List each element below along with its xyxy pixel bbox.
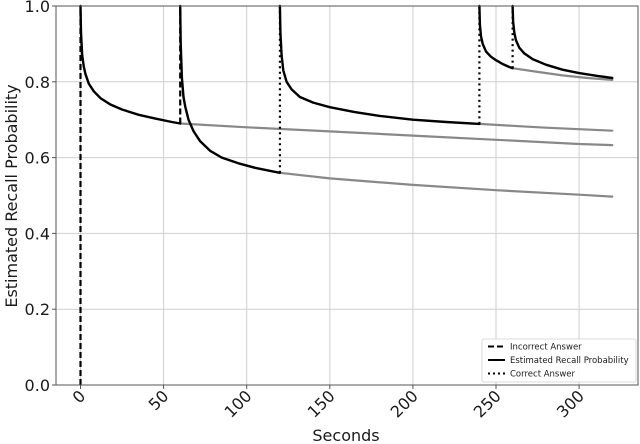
legend-box	[481, 338, 637, 383]
y-axis-label: Estimated Recall Probability	[2, 84, 21, 307]
projected-decay-curve	[478, 122, 614, 132]
y-tick-label: 0.2	[25, 300, 50, 319]
y-axis-ticks: 0.0 0.2 0.4 0.6 0.8 1.0	[25, 0, 56, 395]
grid-lines	[56, 5, 638, 386]
x-tick-label: 150	[304, 386, 339, 421]
recall-curve	[178, 4, 282, 175]
y-tick-label: 0.0	[25, 376, 50, 395]
y-tick-label: 0.4	[25, 224, 50, 243]
series-layer	[79, 4, 614, 198]
x-tick-label: 0	[69, 386, 90, 407]
recall-curve	[511, 4, 614, 80]
y-tick-label: 1.0	[25, 0, 50, 16]
recall-curve	[478, 4, 514, 70]
legend-item-incorrect: Incorrect Answer	[488, 343, 582, 353]
projected-decay-curve	[278, 171, 614, 198]
recall-curve	[79, 4, 182, 125]
legend-label: Incorrect Answer	[510, 343, 582, 353]
legend-item-estimated-recall: Estimated Recall Probability	[488, 356, 629, 366]
y-tick-label: 0.8	[25, 73, 50, 92]
legend-item-correct: Correct Answer	[488, 370, 576, 380]
legend-label: Correct Answer	[510, 370, 576, 380]
answer-events-layer	[79, 6, 514, 385]
projected-decay-curve	[179, 122, 614, 147]
x-tick-label: 300	[553, 386, 588, 421]
legend-label: Estimated Recall Probability	[510, 356, 629, 366]
x-tick-label: 50	[145, 386, 173, 414]
y-tick-label: 0.6	[25, 149, 50, 168]
plot-frame	[55, 5, 639, 386]
recall-curve	[278, 4, 481, 126]
projected-decay-curve	[511, 67, 614, 82]
legend: Incorrect Answer Estimated Recall Probab…	[481, 338, 637, 383]
x-axis-ticks: 0 50 100 150 200 250 300	[69, 385, 588, 421]
x-tick-label: 250	[470, 386, 505, 421]
x-tick-label: 100	[220, 386, 255, 421]
x-tick-label: 200	[387, 386, 422, 421]
x-axis-label: Seconds	[312, 426, 379, 444]
